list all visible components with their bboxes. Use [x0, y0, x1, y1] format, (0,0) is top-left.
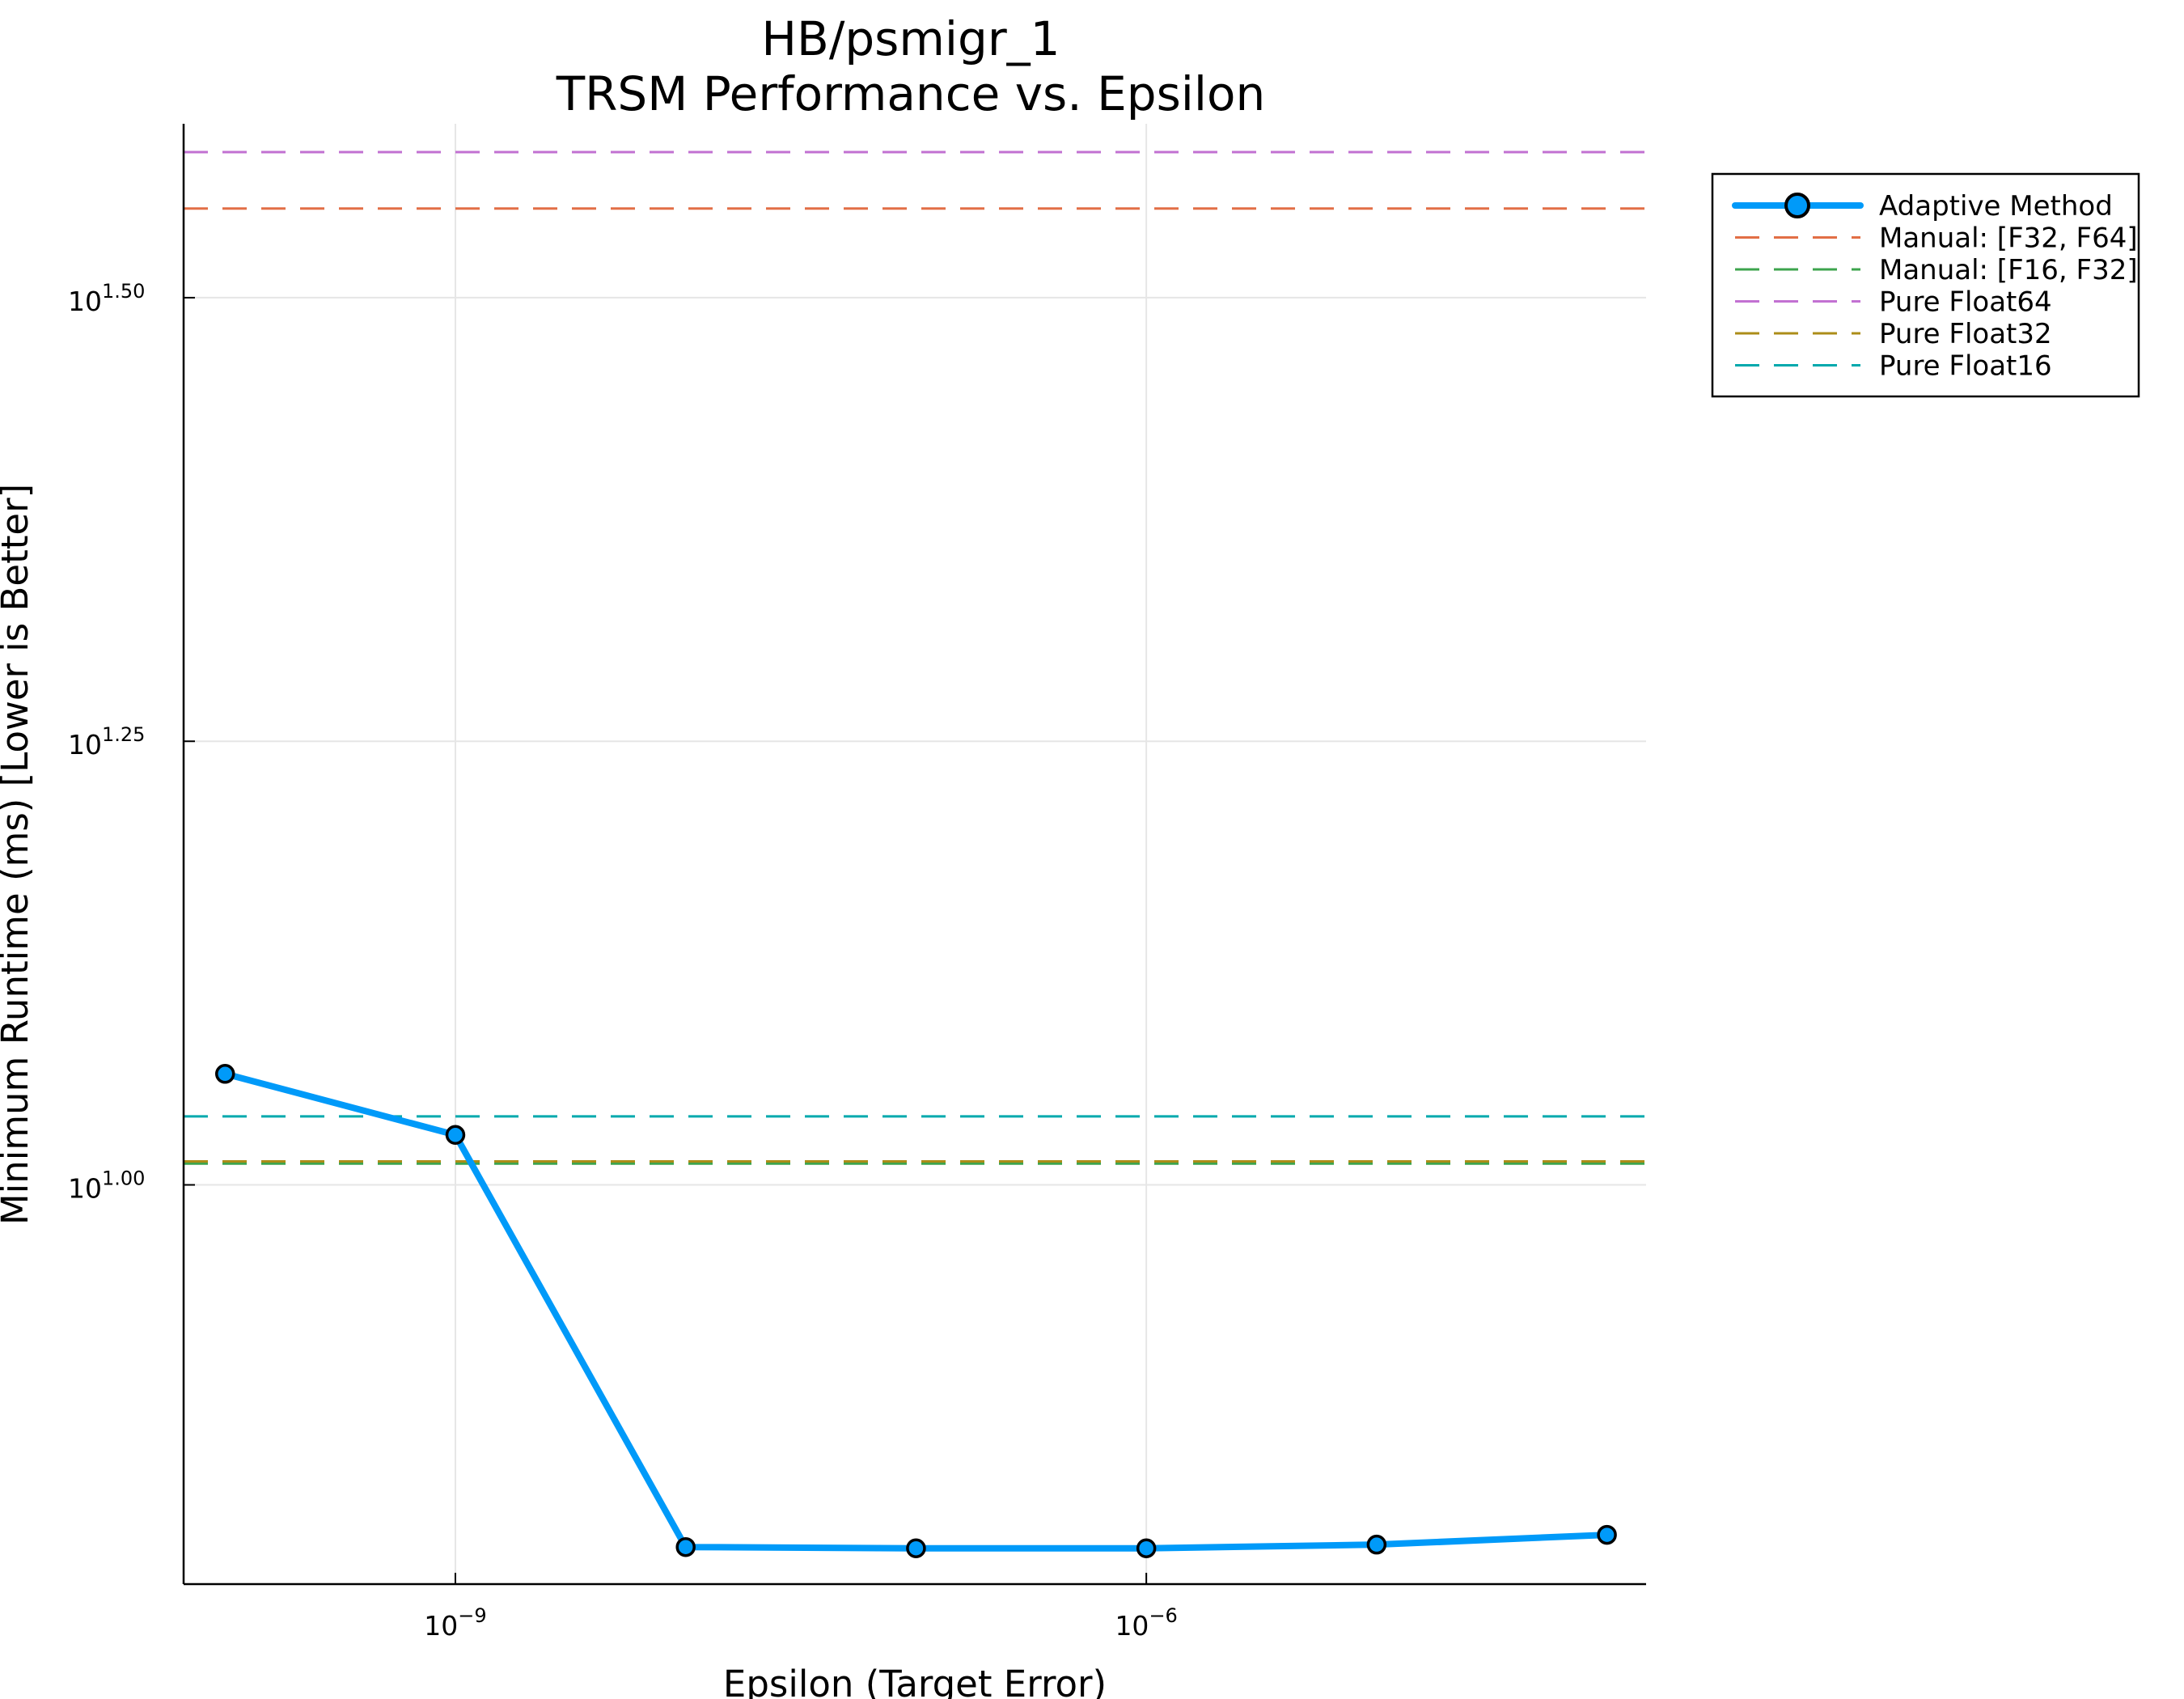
data-point-0 [215, 1064, 235, 1084]
legend-label-0: Adaptive Method [1879, 190, 2113, 222]
y-tick-label-2: 101.50 [68, 280, 145, 317]
data-point-2 [675, 1536, 696, 1557]
chart-title-line-1: HB/psmigr_1 [761, 11, 1060, 66]
adaptive-series [215, 1064, 1617, 1558]
legend-label-3: Pure Float64 [1879, 286, 2052, 319]
data-point-4 [1136, 1538, 1157, 1558]
legend-swatch-marker-0 [1784, 193, 1810, 218]
legend-label-4: Pure Float32 [1879, 318, 2052, 350]
data-point-5 [1366, 1534, 1387, 1555]
chart-title-line-2: TRSM Performance vs. Epsilon [556, 66, 1266, 121]
data-point-3 [906, 1538, 926, 1558]
reference-lines [184, 150, 1646, 1165]
x-tick-label-0: 10−9 [424, 1604, 486, 1642]
y-tick-label-1: 101.25 [68, 723, 145, 761]
x-axis-label: Epsilon (Target Error) [723, 1663, 1107, 1699]
x-tick-label-1: 10−6 [1115, 1604, 1177, 1642]
x-axis-ticks: 10−9 10−6 [424, 1573, 1178, 1642]
data-point-6 [1597, 1524, 1617, 1545]
y-tick-label-0: 101.00 [68, 1167, 145, 1205]
y-axis-label: Minimum Runtime (ms) [Lower is Better] [0, 484, 36, 1225]
legend-box [1711, 172, 2140, 398]
legend-label-2: Manual: [F16, F32] [1879, 254, 2138, 286]
y-axis-ticks: 101.00 101.25 101.50 [68, 280, 195, 1205]
legend-label-5: Pure Float16 [1879, 350, 2052, 383]
legend-label-1: Manual: [F32, F64] [1879, 222, 2138, 255]
grid-lines [184, 124, 1646, 1584]
data-point-1 [445, 1125, 466, 1146]
